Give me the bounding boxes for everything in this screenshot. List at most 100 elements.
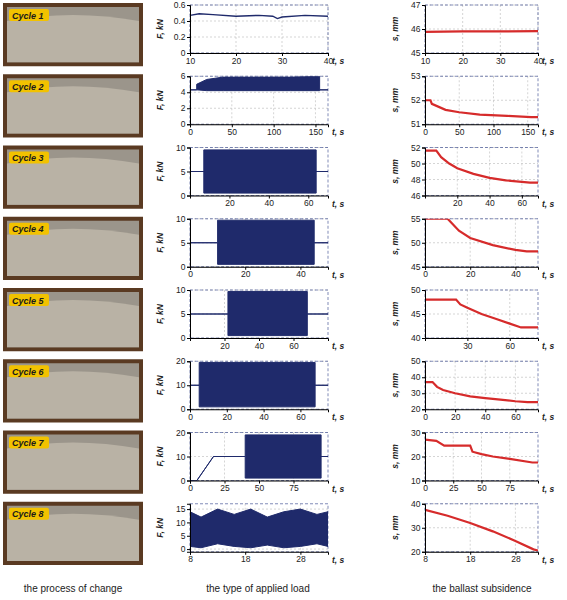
tick-label: 20 — [453, 198, 463, 208]
load-band — [190, 291, 328, 335]
y-axis-title: s, mm — [390, 301, 400, 326]
tick-label: 40 — [259, 412, 269, 422]
tick-label: 0 — [181, 404, 186, 414]
tick-label: 5 — [181, 531, 186, 541]
label-box — [9, 9, 49, 21]
tick-label: 50 — [228, 127, 238, 137]
tick-label: 40 — [296, 269, 306, 279]
tick-label: 5 — [181, 167, 186, 177]
y-axis-title: F, kN — [155, 374, 165, 395]
tick-mark — [187, 53, 190, 54]
tick: 0 — [181, 544, 190, 554]
axis-line — [187, 504, 191, 552]
tick-label: 0.4 — [174, 16, 186, 26]
tick: 20 — [466, 267, 476, 280]
photo: Cycle 7 — [3, 431, 143, 494]
photo-frame — [3, 502, 143, 565]
plot-frame — [190, 290, 328, 338]
tick-label: 20 — [223, 412, 233, 422]
chart: 20406046485052t, ss, mm — [390, 143, 555, 209]
tick-mark — [422, 196, 425, 197]
tick-label: 0 — [188, 412, 193, 422]
tick: 50 — [228, 124, 238, 137]
plot-frame — [190, 76, 328, 124]
tick: 20 — [176, 428, 190, 438]
tick-mark — [422, 361, 425, 362]
x-axis: 0255075 — [188, 481, 328, 494]
tick-label: 40 — [481, 412, 491, 422]
x-axis: 204060 — [191, 196, 329, 209]
tick-label: 20 — [466, 269, 476, 279]
y-axis: 404550 — [411, 285, 425, 343]
tick: 0.6 — [174, 0, 190, 10]
grid-line — [190, 108, 328, 109]
tick-label: 18 — [466, 554, 476, 564]
tick: 25 — [449, 481, 459, 494]
y-axis: 051015 — [176, 504, 190, 554]
axis-line — [422, 6, 426, 54]
tick: 20 — [458, 53, 468, 66]
tick: 0 — [188, 124, 193, 137]
tick-label: 25 — [449, 483, 459, 493]
photo: Cycle 6 — [3, 359, 143, 422]
axis-line — [422, 77, 426, 125]
tick: 40 — [411, 333, 425, 343]
tick: 150 — [521, 124, 535, 137]
tick-mark — [422, 481, 425, 482]
axis-line — [422, 362, 426, 410]
tick-mark — [422, 124, 425, 125]
axis-line — [426, 552, 539, 555]
tick: 46 — [411, 24, 425, 34]
plot-area — [190, 291, 328, 335]
tick-label: 20 — [411, 547, 421, 557]
tick-mark — [422, 53, 425, 54]
y-axis-title: F, kN — [155, 232, 165, 253]
y-axis: 0246 — [181, 71, 191, 129]
tick-label: 10 — [186, 56, 196, 66]
tick-label: 20 — [458, 56, 468, 66]
x-axis-title: t, s — [332, 412, 345, 422]
tick-label: 10 — [176, 214, 186, 224]
tick: 20 — [232, 53, 242, 66]
plot-area — [190, 220, 328, 264]
tick: 20 — [220, 338, 230, 351]
chart: 0255075102030t, ss, mm — [390, 428, 555, 494]
tick: 150 — [309, 124, 323, 137]
tick: 50 — [411, 238, 425, 248]
tick-label: 60 — [506, 341, 516, 351]
tick: 60 — [511, 409, 521, 422]
tick-label: 60 — [296, 412, 306, 422]
tick: 10 — [176, 452, 190, 462]
plot-frame — [190, 504, 328, 552]
tick-label: 52 — [411, 143, 421, 153]
axis-line — [422, 433, 426, 481]
tick-mark — [422, 314, 425, 315]
tick: 10 — [176, 143, 190, 153]
tick: 60 — [506, 338, 516, 351]
tick-label: 0 — [181, 119, 186, 129]
ballast-heap — [7, 514, 139, 561]
photo: Cycle 8 — [3, 502, 143, 565]
tick-label: 5 — [181, 238, 186, 248]
tick-label: 28 — [511, 554, 521, 564]
axis-line — [422, 219, 426, 267]
tick-mark — [187, 481, 190, 482]
tick: 40 — [296, 267, 306, 280]
tick-label: 0 — [181, 262, 186, 272]
y-axis-title: F, kN — [155, 517, 165, 538]
tick-label: 15 — [176, 504, 186, 514]
plot-area — [425, 440, 538, 463]
grid-line — [521, 148, 522, 196]
tick-mark — [187, 243, 190, 244]
tick-mark — [422, 528, 425, 529]
axis-line — [426, 54, 539, 57]
tick: 0 — [181, 48, 190, 58]
grid-line — [459, 76, 460, 124]
chart: 81828051015t, sF, kN — [155, 504, 345, 565]
grid-line — [515, 219, 516, 267]
tick: 40 — [481, 409, 491, 422]
tick-label: 45 — [411, 48, 421, 58]
x-axis-title: t, s — [332, 484, 345, 494]
tick: 0 — [188, 267, 193, 280]
tick-label: 0 — [181, 476, 186, 486]
